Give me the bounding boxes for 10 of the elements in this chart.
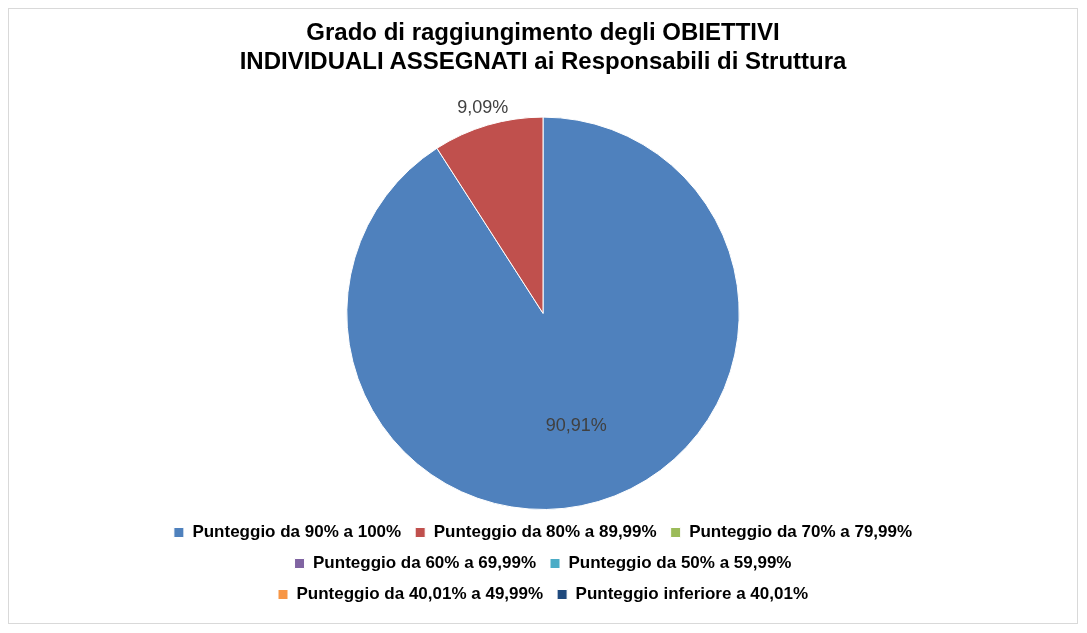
legend-label: Punteggio da 50% a 59,99% [568, 553, 792, 573]
legend-label: Punteggio da 90% a 100% [192, 522, 402, 542]
data-label: 90,91% [545, 415, 607, 436]
legend-label: Punteggio da 70% a 79,99% [689, 522, 913, 542]
chart-title: Grado di raggiungimento degli OBIETTIVI INDIVIDUALI ASSEGNATI ai Responsabili di Struttura [239, 18, 848, 74]
legend-label: Punteggio da 40,01% a 49,99% [296, 584, 544, 604]
data-label: 9,09% [457, 96, 509, 117]
legend-label: Punteggio inferiore a 40,01% [575, 584, 809, 604]
legend-label: Punteggio da 80% a 89,99% [433, 522, 657, 542]
legend-label: Punteggio da 60% a 69,99% [313, 553, 536, 573]
